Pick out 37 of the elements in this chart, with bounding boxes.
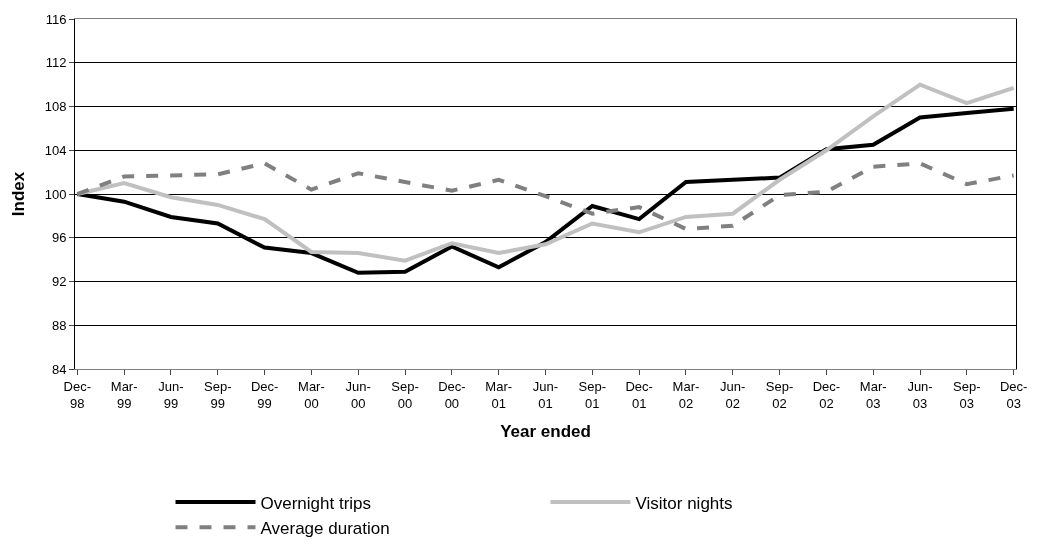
y-tick-label: 100: [44, 186, 67, 202]
y-tick-label: 112: [45, 55, 67, 71]
x-axis-title: Year ended: [500, 421, 591, 441]
y-axis-title: Index: [9, 171, 29, 217]
x-tick-label: Jun-02: [720, 378, 746, 411]
y-tick-label: 96: [51, 230, 67, 246]
x-tick-label: Sep-00: [391, 378, 419, 411]
y-tick-label: 108: [44, 99, 67, 115]
x-tick-label: Sep-02: [765, 378, 794, 411]
x-tick-label: Dec-03: [999, 378, 1028, 411]
x-tick-label: Mar-00: [298, 378, 325, 411]
x-tick-label: Dec-00: [438, 378, 466, 411]
y-tick-label: 88: [51, 317, 67, 333]
x-tick-label: Sep-99: [204, 378, 232, 411]
x-tick-label: Dec-98: [63, 378, 92, 411]
x-tick-label: Mar-03: [859, 378, 887, 411]
y-tick-label: 116: [45, 11, 67, 27]
line-series: [75, 161, 1016, 231]
x-tick-label: Jun-99: [158, 378, 184, 411]
x-tick-label: Dec-99: [250, 378, 279, 411]
legend-label: Average duration: [260, 518, 390, 538]
line-series: [75, 82, 1016, 263]
x-tick-label: Mar-02: [672, 378, 700, 411]
x-tick-label: Mar-99: [110, 378, 138, 411]
x-tick-label: Sep-01: [578, 378, 607, 411]
x-tick-label: Dec-01: [625, 378, 653, 411]
x-tick-label: Jun-01: [532, 378, 559, 411]
x-tick-label: Jun-03: [907, 378, 933, 411]
legend-label: Visitor nights: [635, 493, 733, 513]
x-tick-label: Sep-03: [953, 378, 981, 411]
y-tick-label: 104: [44, 142, 67, 158]
x-tick-label: Dec-02: [812, 378, 841, 411]
y-tick-label: 84: [51, 361, 67, 377]
legend-label: Overnight trips: [260, 493, 372, 513]
x-tick-label: Jun-00: [345, 378, 371, 411]
y-tick-label: 92: [51, 274, 67, 290]
x-tick-label: Mar-01: [485, 378, 513, 411]
